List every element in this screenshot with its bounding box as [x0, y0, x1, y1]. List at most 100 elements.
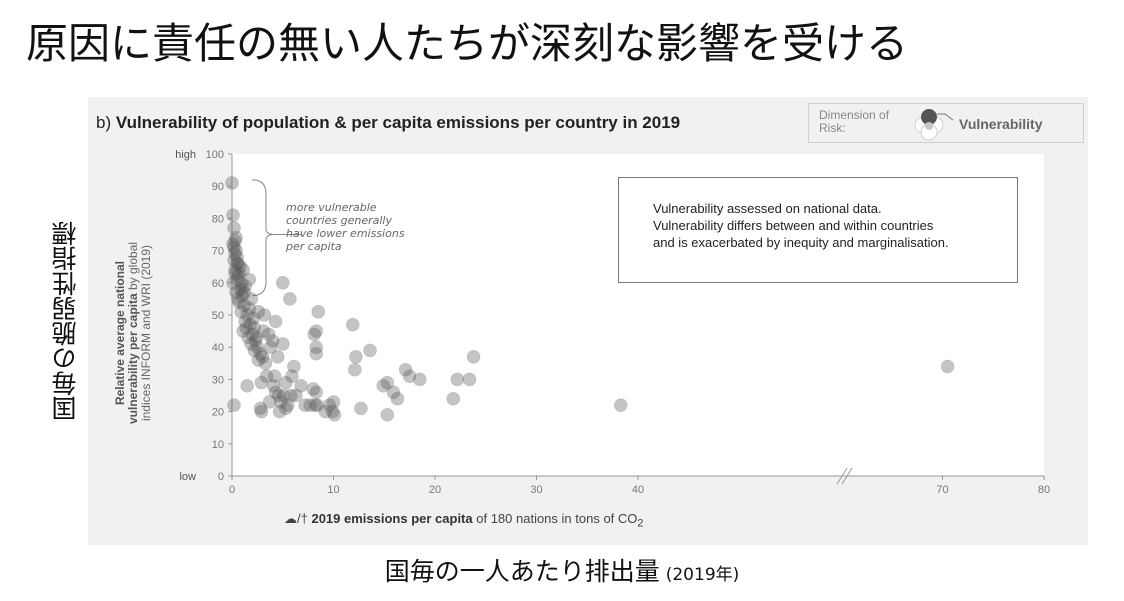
scatter-point — [940, 359, 955, 374]
scatter-point — [240, 379, 255, 393]
scatter-point — [446, 391, 461, 406]
scatter-point — [267, 369, 282, 383]
x-tick-label: 20 — [429, 484, 441, 496]
scatter-point — [345, 317, 360, 332]
scatter-point — [239, 321, 254, 335]
scatter-point — [325, 404, 340, 419]
figure-panel: 0 10 20 30 40 50 60 70 80 90 100 high low 0 10 20 30 40 70… — [88, 97, 1088, 545]
scatter-point — [398, 362, 413, 377]
y-low-label: low — [179, 471, 196, 483]
scatter-point — [376, 379, 391, 393]
scatter-point — [244, 292, 259, 306]
scatter-point — [289, 388, 303, 403]
scatter-point — [228, 263, 242, 277]
scatter-point — [462, 372, 477, 387]
scatter-point — [234, 276, 248, 290]
scatter-point — [245, 327, 260, 342]
y-tick-label: 70 — [212, 246, 224, 258]
scatter-point — [278, 401, 293, 416]
y-tick-label: 30 — [212, 374, 224, 386]
scatter-point — [244, 337, 259, 351]
axis-break-mark — [841, 467, 853, 485]
scatter-point — [227, 253, 241, 268]
note-line-1: Vulnerability assessed on national data. — [653, 201, 882, 216]
scatter-point — [271, 388, 286, 403]
chart-title: b) Vulnerability of population & per cap… — [96, 113, 680, 133]
x-axis-label-japanese-year: (2019年) — [665, 565, 740, 585]
scatter-point — [275, 337, 290, 351]
scatter-point — [294, 379, 308, 393]
scatter-point — [251, 353, 266, 367]
scatter-point — [233, 282, 247, 297]
scatter-point — [254, 375, 269, 390]
scatter-point — [270, 350, 285, 364]
scatter-point — [348, 362, 362, 377]
scatter-point — [255, 350, 270, 364]
slide-title: 原因に責任の無い人たちが深刻な影響を受ける — [26, 19, 909, 68]
scatter-point — [229, 230, 243, 245]
scatter-point — [281, 398, 295, 412]
legend-pointer-line — [937, 113, 954, 121]
legend-circle-top — [921, 109, 937, 125]
scatter-point — [228, 247, 242, 261]
scatter-point — [265, 333, 280, 348]
scatter-point — [253, 346, 268, 361]
annotation-line-2: countries generally — [286, 214, 392, 227]
x-axis-label-rest: of 180 nations in tons of CO — [472, 511, 638, 526]
scatter-point — [257, 308, 272, 322]
y-axis-label-line-2-rest: by global — [126, 241, 140, 294]
scatter-point — [363, 343, 377, 358]
scatter-point — [450, 372, 465, 387]
scatter-point — [309, 340, 324, 354]
scatter-point — [258, 356, 273, 371]
scatter-point — [233, 259, 247, 274]
annotation-line-1: more vulnerable — [286, 201, 377, 214]
annotation-line-4: per capita — [286, 240, 342, 253]
x-tick-label: 70 — [936, 484, 948, 496]
y-axis-label-line-1: Relative average national — [113, 260, 127, 406]
scatter-point — [237, 298, 251, 313]
scatter-point — [412, 372, 427, 387]
scatter-point — [231, 292, 245, 306]
scatter-point — [234, 304, 248, 319]
axis-break-mark — [836, 467, 848, 485]
scatter-point — [322, 398, 337, 412]
risk-dimension-icon — [914, 109, 954, 141]
scatter-point — [230, 256, 244, 271]
legend-dimension-value: Vulnerability — [959, 116, 1043, 132]
scatter-point — [298, 398, 312, 412]
scatter-point — [306, 382, 320, 396]
scatter-point — [285, 369, 299, 383]
scatter-point — [287, 359, 301, 374]
scatter-point — [230, 250, 244, 264]
scatter-point — [246, 311, 261, 326]
scatter-point — [263, 340, 278, 354]
chart-annotation: more vulnerable countries generally have… — [286, 201, 405, 253]
scatter-point — [390, 391, 405, 406]
y-tick-label: 60 — [212, 278, 224, 290]
scatter-point — [237, 285, 251, 300]
scatter-point — [326, 395, 341, 409]
y-axis-label: Relative average national vulnerability … — [113, 233, 153, 433]
scatter-point — [250, 340, 265, 354]
scatter-point — [284, 388, 298, 403]
scatter-point — [229, 285, 243, 300]
scatter-point — [311, 304, 326, 319]
scatter-point — [309, 346, 324, 361]
x-axis-label-bold: 2019 emissions per capita — [311, 511, 473, 526]
scatter-point — [402, 369, 417, 383]
scatter-point — [243, 317, 258, 332]
scatter-point — [273, 395, 288, 409]
scatter-point — [309, 385, 324, 400]
y-tick-label: 40 — [212, 342, 224, 354]
y-axis-label-line-3: indices INFORM and WRI (2019) — [139, 244, 153, 422]
scatter-point — [307, 327, 322, 342]
x-tick-label: 0 — [229, 484, 235, 496]
scatter-point — [227, 240, 241, 255]
x-axis-label-japanese: 国毎の一人あたり排出量 (2019年) — [0, 552, 1124, 588]
note-line-3: and is exacerbated by inequity and margi… — [653, 235, 949, 250]
y-tick-label: 20 — [212, 407, 224, 419]
risk-dimension-legend: Dimension of Risk: Vulnerability — [808, 103, 1084, 143]
note-box: Vulnerability assessed on national data.… — [618, 177, 1018, 283]
y-axis-label-line-2-bold: vulnerability per capita — [126, 293, 140, 425]
